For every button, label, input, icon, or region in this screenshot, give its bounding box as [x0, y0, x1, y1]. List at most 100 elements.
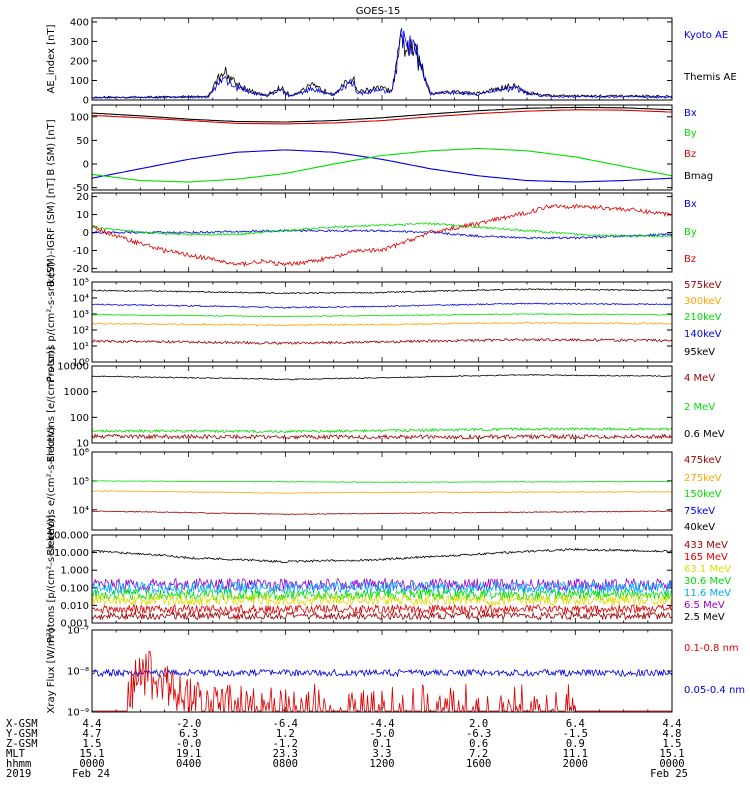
y-tick-label: 10.000	[54, 548, 89, 559]
series-140kev	[91, 302, 673, 309]
legend-entry: 63.1 MeV	[684, 564, 731, 575]
panel-frame	[91, 281, 673, 363]
panel-2: -50 0 50 100 B (SM) [nT] Bx By Bz Bmag	[46, 104, 713, 194]
legend-entry: 40keV	[684, 522, 715, 533]
y-tick-label: 0	[83, 228, 89, 239]
ephemeris-value: 0.1	[373, 738, 392, 750]
ephemeris-value: 6.4	[566, 718, 585, 730]
ephemeris-value: 1200	[369, 758, 394, 770]
legend-entry: 0.05-0.4 nm	[684, 685, 745, 696]
legend-entry: Bx	[684, 199, 697, 210]
series-11-6-mev	[91, 580, 673, 596]
y-tick-label: 300	[70, 37, 89, 48]
series-300kev	[91, 321, 673, 327]
y-tick-label: 0	[83, 96, 89, 107]
ephemeris-value: 23.3	[273, 748, 298, 760]
y-tick-label: 10⁵	[72, 476, 89, 487]
legend-entry: 165 MeV	[684, 552, 728, 563]
panel-8: 10⁻⁹ 10⁻⁸ 10⁻⁷ Xray Flux [W/m²] 0.1-0.8 nm 0.…	[46, 626, 745, 719]
y-axis-label: B (SM)-IGRF (SM) [nT]	[46, 178, 57, 287]
panel-frame	[91, 629, 673, 713]
legend-entry: 210keV	[684, 312, 722, 323]
ephemeris-value: -4.4	[369, 718, 394, 730]
ephemeris-value: -6.3	[466, 728, 491, 740]
ephemeris-value: 1.2	[276, 728, 295, 740]
series-165-mev	[91, 603, 673, 615]
ephemeris-row-label: X-GSM	[6, 718, 38, 730]
series-2-mev	[91, 427, 673, 434]
ephemeris-row-label: Z-GSM	[6, 738, 38, 750]
panel-frame	[91, 365, 673, 444]
legend-entry: 30.6 MeV	[684, 576, 731, 587]
y-tick-label: 100	[70, 76, 89, 87]
legend-entry: 95keV	[684, 347, 715, 358]
y-tick-label: 10³	[72, 310, 89, 321]
y-tick-label: 0.010	[60, 601, 89, 612]
y-tick-label: 10	[76, 439, 89, 450]
panel-frame	[91, 534, 673, 624]
y-axis-label: Electrons [e/(cm²-s-sr)]	[46, 347, 57, 463]
legend-entry: 475keV	[684, 455, 722, 466]
panel-1: 0 100 200 300 400 AE_index [nT] Kyoto AE Themis…	[46, 17, 737, 106]
y-tick-label: 10000	[57, 362, 89, 373]
y-tick-label: 10⁶	[72, 448, 89, 459]
y-tick-label: 0	[83, 160, 89, 171]
panel-6: 10⁴ 10⁵ 10⁶ Electrons e/(cm²-s-sr-keV) 475ke…	[46, 426, 722, 555]
ephemeris-table: X-GSMY-GSMZ-GSMMLThhmm20194.44.71.515.10…	[6, 718, 688, 780]
ephemeris-value: -6.4	[273, 718, 298, 730]
y-tick-label: 10²	[72, 326, 89, 337]
y-axis-label: Protons [p/(cm²-s-sr-keV)]	[46, 515, 57, 643]
ephemeris-row-label: hhmm	[6, 758, 31, 770]
ephemeris-value: 7.2	[469, 748, 488, 760]
series-0-6-mev	[91, 373, 673, 381]
y-tick-label: 100	[70, 413, 89, 424]
ephemeris-value: 1.5	[663, 738, 682, 750]
y-tick-label: 100	[70, 112, 89, 123]
legend-entry: 11.6 MeV	[684, 588, 731, 599]
series-475kev	[91, 510, 673, 516]
y-tick-label: -10	[73, 246, 89, 257]
legend-entry: Themis AE	[683, 72, 737, 83]
ephemeris-value: 1.5	[83, 738, 102, 750]
legend-entry: 275keV	[684, 473, 722, 484]
ephemeris-value: -1.2	[273, 738, 298, 750]
ephemeris-value: 19.1	[176, 748, 201, 760]
legend-entry: By	[684, 227, 697, 238]
legend-entry: 4 MeV	[684, 373, 715, 384]
series-30-6-mev	[91, 588, 673, 602]
legend-entry: Kyoto AE	[684, 30, 728, 41]
series-2-5-mev	[91, 547, 673, 564]
series-by	[91, 221, 673, 238]
series-bmag	[91, 106, 673, 123]
legend-entry: 2.5 MeV	[684, 612, 725, 623]
ephemeris-value: 1600	[466, 758, 491, 770]
ephemeris-value: 15.1	[659, 748, 684, 760]
series-bz	[91, 203, 673, 268]
series-bz	[91, 109, 673, 125]
panel-frame	[91, 17, 673, 101]
y-tick-label: 10¹	[72, 342, 89, 353]
legend-entry: 150keV	[684, 489, 722, 500]
ephemeris-value: 0000	[659, 758, 684, 770]
series-by	[91, 147, 673, 183]
ephemeris-value: Feb 25	[650, 768, 688, 780]
ephemeris-row-label: Y-GSM	[6, 728, 38, 740]
ephemeris-value: -1.5	[563, 728, 588, 740]
y-tick-label: 10⁰	[72, 358, 89, 369]
series-575kev	[91, 338, 673, 345]
y-axis-label: AE_index [nT]	[46, 24, 57, 93]
y-tick-label: 10	[76, 210, 89, 221]
y-tick-label: 1000	[64, 387, 89, 398]
ephemeris-value: 4.7	[83, 728, 102, 740]
ephemeris-value: -2.0	[176, 718, 201, 730]
y-tick-label: -50	[73, 183, 89, 194]
ephemeris-value: -5.0	[369, 728, 394, 740]
legend-entry: 140keV	[684, 329, 722, 340]
legend-entry: 433 MeV	[684, 540, 728, 551]
y-tick-label: 50	[76, 136, 89, 147]
y-tick-label: 10⁴	[72, 294, 89, 305]
y-tick-label: 400	[70, 17, 89, 28]
legend-entry: 6.5 MeV	[684, 600, 725, 611]
legend-entry: Bz	[684, 149, 696, 160]
